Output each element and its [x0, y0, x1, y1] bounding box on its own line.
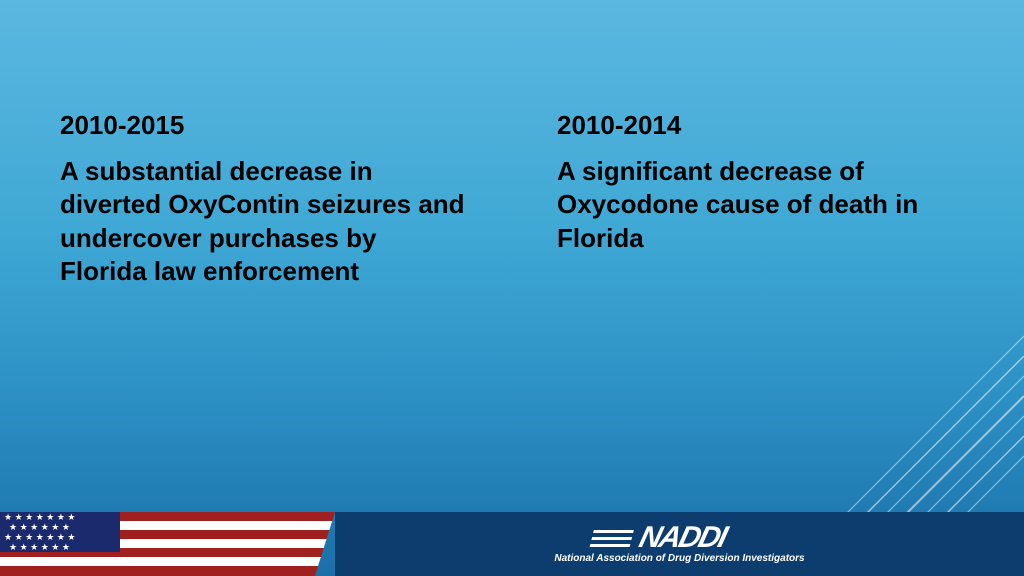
- footer: ★ ★ ★ ★ ★ ★ ★ ★ ★ ★ ★ ★ ★ ★ ★ ★ ★ ★ ★ ★ …: [0, 512, 1024, 576]
- left-column: 2010-2015 A substantial decrease in dive…: [60, 110, 467, 288]
- us-flag-graphic: ★ ★ ★ ★ ★ ★ ★ ★ ★ ★ ★ ★ ★ ★ ★ ★ ★ ★ ★ ★ …: [0, 512, 335, 576]
- flag-canton: ★ ★ ★ ★ ★ ★ ★ ★ ★ ★ ★ ★ ★ ★ ★ ★ ★ ★ ★ ★ …: [0, 512, 120, 552]
- logo-bar: NADDI National Association of Drug Diver…: [335, 512, 1024, 576]
- left-body: A substantial decrease in diverted OxyCo…: [60, 155, 467, 288]
- left-heading: 2010-2015: [60, 110, 467, 141]
- content-area: 2010-2015 A substantial decrease in dive…: [60, 110, 964, 288]
- right-body: A significant decrease of Oxycodone caus…: [557, 155, 964, 255]
- right-heading: 2010-2014: [557, 110, 964, 141]
- presentation-slide: 2010-2015 A substantial decrease in dive…: [0, 0, 1024, 576]
- right-column: 2010-2014 A significant decrease of Oxyc…: [557, 110, 964, 288]
- logo-text: NADDI: [631, 524, 729, 551]
- logo-subtitle: National Association of Drug Diversion I…: [554, 553, 804, 564]
